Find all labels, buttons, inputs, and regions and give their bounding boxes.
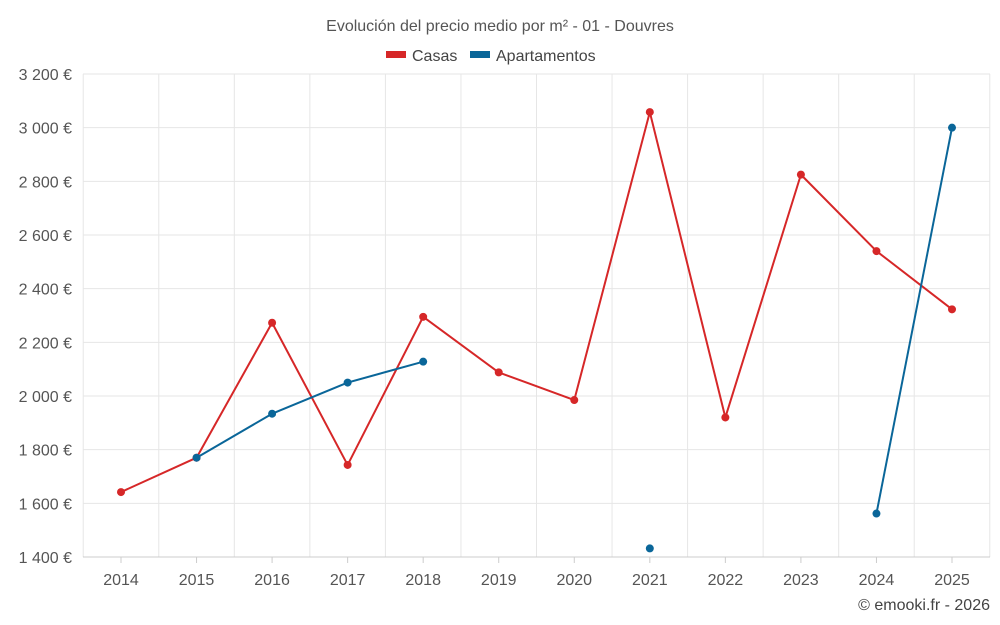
grid (82, 73, 991, 557)
x-tick-label: 2015 (179, 572, 215, 589)
y-tick-label: 2 800 € (19, 174, 72, 191)
x-tick-label: 2025 (934, 572, 970, 589)
data-point-apartamentos[interactable] (343, 378, 352, 387)
data-point-casas[interactable] (645, 108, 654, 117)
series-line-apartamentos (875, 127, 953, 514)
y-tick-label: 2 600 € (19, 228, 72, 245)
series-line-casas (120, 111, 953, 493)
legend-label-casas: Casas (412, 48, 457, 65)
data-point-apartamentos[interactable] (192, 453, 201, 462)
data-point-casas[interactable] (570, 396, 579, 405)
axes: 3 200 € 3 000 € 2 800 € 2 600 € 2 400 € 2 200… (19, 67, 990, 589)
x-tick-label: 2021 (632, 572, 668, 589)
data-point-casas[interactable] (494, 368, 503, 377)
series (117, 108, 956, 553)
y-tick-label: 3 000 € (19, 121, 72, 138)
x-tick-label: 2024 (859, 572, 895, 589)
x-tick-label: 2018 (405, 572, 441, 589)
x-tick-label: 2014 (103, 572, 139, 589)
legend-swatch-apartamentos (470, 51, 490, 58)
series-apartamentos (192, 123, 956, 553)
data-point-apartamentos[interactable] (268, 409, 277, 418)
y-tick-label: 2 200 € (19, 335, 72, 352)
y-tick-label: 2 000 € (19, 389, 72, 406)
data-point-casas[interactable] (343, 460, 352, 469)
data-point-casas[interactable] (796, 170, 805, 179)
legend-swatch-casas (386, 51, 406, 58)
data-point-apartamentos[interactable] (419, 357, 428, 366)
data-point-apartamentos[interactable] (948, 123, 956, 132)
y-tick-label: 1 800 € (19, 443, 72, 460)
legend-item-apartamentos[interactable]: Apartamentos (470, 48, 596, 65)
x-tick-label: 2023 (783, 572, 819, 589)
data-point-casas[interactable] (268, 318, 277, 327)
data-point-casas[interactable] (872, 247, 881, 256)
x-tick-label: 2019 (481, 572, 517, 589)
x-tick-label: 2020 (556, 572, 592, 589)
chart-title: Evolución del precio medio por m² - 01 -… (326, 18, 674, 35)
legend-item-casas[interactable]: Casas (386, 48, 457, 65)
y-tick-label: 3 200 € (19, 67, 72, 84)
x-tick-label: 2016 (254, 572, 290, 589)
legend-label-apartamentos: Apartamentos (496, 48, 596, 65)
credit-text: © emooki.fr - 2026 (858, 597, 990, 614)
y-tick-label: 2 400 € (19, 282, 72, 299)
data-point-apartamentos[interactable] (645, 544, 654, 553)
y-tick-label: 1 400 € (19, 550, 72, 567)
series-line-apartamentos (196, 360, 424, 459)
data-point-casas[interactable] (419, 312, 428, 321)
data-point-casas[interactable] (117, 488, 125, 497)
data-point-apartamentos[interactable] (872, 509, 881, 518)
legend: Casas Apartamentos (386, 48, 596, 65)
x-tick-label: 2022 (708, 572, 744, 589)
x-tick-label: 2017 (330, 572, 366, 589)
data-point-casas[interactable] (721, 413, 730, 422)
y-tick-label: 1 600 € (19, 496, 72, 513)
data-point-casas[interactable] (948, 305, 956, 314)
